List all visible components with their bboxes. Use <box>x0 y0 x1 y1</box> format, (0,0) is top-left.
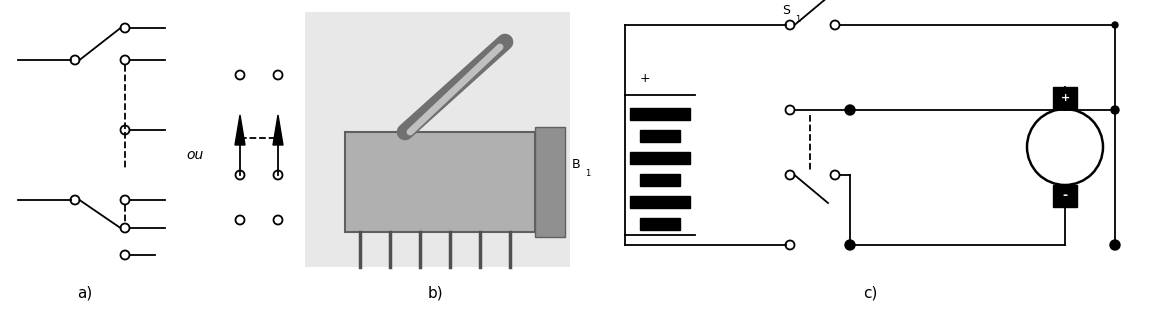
Polygon shape <box>641 130 680 142</box>
Circle shape <box>1112 22 1117 28</box>
Bar <box>535 127 564 237</box>
Text: 1: 1 <box>585 169 590 178</box>
Text: -: - <box>1062 190 1068 203</box>
Text: c): c) <box>863 285 877 300</box>
Polygon shape <box>630 108 690 120</box>
Polygon shape <box>235 115 245 145</box>
Text: ou: ou <box>187 148 204 162</box>
Polygon shape <box>641 218 680 230</box>
Text: 1: 1 <box>795 15 801 24</box>
Bar <box>1053 185 1077 207</box>
Text: a): a) <box>77 285 92 300</box>
Text: +: + <box>641 72 651 85</box>
Text: B: B <box>571 158 579 171</box>
Bar <box>305 12 570 267</box>
Circle shape <box>846 105 855 115</box>
Text: S: S <box>782 4 790 17</box>
Bar <box>1053 87 1077 109</box>
Text: b): b) <box>427 285 442 300</box>
Text: +: + <box>1060 93 1069 103</box>
Circle shape <box>846 240 855 250</box>
Polygon shape <box>273 115 283 145</box>
Polygon shape <box>630 152 690 164</box>
Polygon shape <box>630 196 690 208</box>
Polygon shape <box>641 174 680 186</box>
Circle shape <box>1111 106 1119 114</box>
Bar <box>344 132 535 232</box>
Circle shape <box>1111 240 1120 250</box>
